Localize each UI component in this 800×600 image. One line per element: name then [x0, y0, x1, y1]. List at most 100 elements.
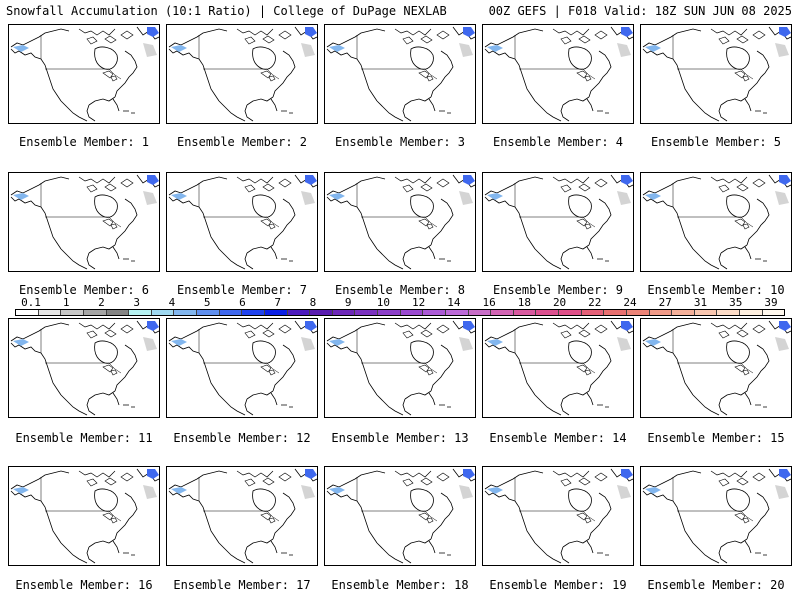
colorbar-tick-label: 12: [411, 296, 426, 309]
colorbar-tick-label: 39: [764, 296, 778, 309]
ensemble-member-map: [166, 466, 318, 566]
colorbar-swatch: [604, 310, 627, 315]
colorbar-swatch: [151, 310, 175, 315]
ensemble-member-map: [482, 24, 634, 124]
colorbar-swatch: [264, 310, 288, 315]
ensemble-member-map: [324, 172, 476, 272]
ensemble-member-label: Ensemble Member: 19: [489, 578, 627, 592]
colorbar-swatch: [717, 310, 740, 315]
ensemble-member-label: Ensemble Member: 3: [334, 135, 466, 149]
colorbar-swatch: [445, 310, 469, 315]
colorbar-swatch: [491, 310, 514, 315]
ensemble-member-map: [324, 318, 476, 418]
colorbar-swatch: [197, 310, 220, 315]
ensemble-member-map: [482, 466, 634, 566]
ensemble-member-label: Ensemble Member: 4: [492, 135, 624, 149]
ensemble-member-label: Ensemble Member: 8: [334, 283, 466, 297]
ensemble-member-label: Ensemble Member: 5: [650, 135, 782, 149]
ensemble-member-map: [8, 318, 160, 418]
ensemble-member-label: Ensemble Member: 6: [18, 283, 150, 297]
ensemble-member-map: [324, 24, 476, 124]
colorbar-tick-label: 6: [239, 296, 246, 309]
ensemble-member-map: [8, 466, 160, 566]
colorbar-swatch: [174, 310, 197, 315]
colorbar-tick-label: 31: [693, 296, 708, 309]
ensemble-member-map: [8, 24, 160, 124]
ensemble-member-label: Ensemble Member: 9: [492, 283, 624, 297]
ensemble-member-label: Ensemble Member: 11: [15, 431, 153, 445]
colorbar: [15, 309, 785, 316]
ensemble-member-map: [482, 172, 634, 272]
colorbar-tick-label: 10: [376, 296, 390, 309]
colorbar-swatch: [61, 310, 84, 315]
colorbar-tick-label: 5: [203, 296, 211, 309]
ensemble-member-label: Ensemble Member: 13: [331, 431, 469, 445]
colorbar-swatch: [581, 310, 605, 315]
ensemble-member-label: Ensemble Member: 2: [176, 135, 308, 149]
colorbar-swatch: [468, 310, 492, 315]
colorbar-swatch: [694, 310, 718, 315]
ensemble-member-label: Ensemble Member: 10: [647, 283, 785, 297]
ensemble-member-map: [8, 172, 160, 272]
colorbar-tick-label: 3: [133, 296, 141, 309]
colorbar-swatch: [129, 310, 152, 315]
colorbar-tick-label: 14: [447, 296, 461, 309]
ensemble-member-map: [482, 318, 634, 418]
colorbar-tick-label: 4: [168, 296, 176, 309]
colorbar-swatch: [355, 310, 378, 315]
colorbar-swatch: [83, 310, 107, 315]
ensemble-member-label: Ensemble Member: 14: [489, 431, 627, 445]
colorbar-swatch: [423, 310, 446, 315]
colorbar-swatch: [378, 310, 401, 315]
ensemble-member-label: Ensemble Member: 15: [647, 431, 785, 445]
colorbar-labels: 0.1 1 2 3 4 5 6 7 8 9 10 12 14 16 18 20 22 24 27 31 35 39: [15, 296, 785, 309]
colorbar-swatch: [400, 310, 424, 315]
colorbar-tick-label: 8: [309, 296, 317, 309]
colorbar-swatch: [740, 310, 763, 315]
colorbar-swatch: [762, 310, 785, 315]
colorbar-tick-label: 24: [623, 296, 637, 309]
colorbar-tick-label: 7: [274, 296, 281, 309]
ensemble-member-map: [166, 24, 318, 124]
ensemble-member-label: Ensemble Member: 7: [176, 283, 308, 297]
colorbar-swatch: [672, 310, 695, 315]
colorbar-tick-label: 2: [98, 296, 105, 309]
ensemble-member-map: [166, 318, 318, 418]
ensemble-member-map: [324, 466, 476, 566]
colorbar-tick-label: 16: [482, 296, 496, 309]
colorbar-swatch: [559, 310, 582, 315]
colorbar-swatch: [242, 310, 265, 315]
chart-title: Snowfall Accumulation (10:1 Ratio) | Col…: [6, 4, 447, 18]
colorbar-tick-label: 35: [729, 296, 743, 309]
colorbar-tick-label: 0.1: [21, 296, 41, 309]
ensemble-member-map: [166, 172, 318, 272]
colorbar-swatch: [626, 310, 650, 315]
ensemble-member-label: Ensemble Member: 16: [15, 578, 153, 592]
colorbar-swatch: [513, 310, 537, 315]
colorbar-swatch: [649, 310, 673, 315]
colorbar-tick-label: 18: [517, 296, 531, 309]
ensemble-member-label: Ensemble Member: 12: [173, 431, 311, 445]
colorbar-swatch: [219, 310, 243, 315]
ensemble-member-label: Ensemble Member: 1: [18, 135, 150, 149]
ensemble-member-label: Ensemble Member: 18: [331, 578, 469, 592]
colorbar-tick-label: 9: [344, 296, 352, 309]
ensemble-member-map: [640, 24, 792, 124]
ensemble-member-label: Ensemble Member: 20: [647, 578, 785, 592]
model-run-info: 00Z GEFS | F018 Valid: 18Z SUN JUN 08 20…: [488, 4, 792, 18]
colorbar-tick-label: 1: [62, 296, 70, 309]
colorbar-swatch: [106, 310, 130, 315]
ensemble-member-map: [640, 318, 792, 418]
colorbar-tick-label: 22: [588, 296, 602, 309]
ensemble-member-map: [640, 466, 792, 566]
colorbar-swatch: [16, 310, 39, 315]
ensemble-member-label: Ensemble Member: 17: [173, 578, 311, 592]
colorbar-swatch: [38, 310, 62, 315]
colorbar-swatch: [536, 310, 559, 315]
colorbar-tick-label: 27: [658, 296, 672, 309]
colorbar-swatch: [332, 310, 356, 315]
colorbar-swatch: [287, 310, 311, 315]
colorbar-swatch: [310, 310, 333, 315]
colorbar-tick-label: 20: [552, 296, 567, 309]
ensemble-member-map: [640, 172, 792, 272]
